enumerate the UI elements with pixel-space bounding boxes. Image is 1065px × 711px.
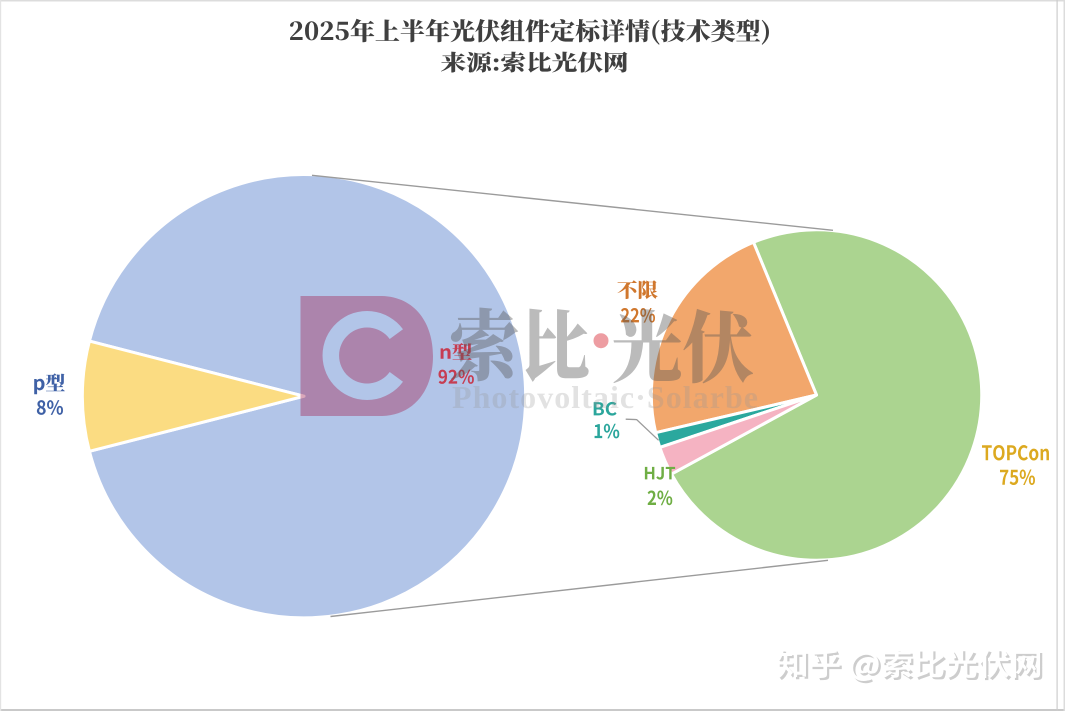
svg-text:Photovoltaic·Solarbe: Photovoltaic·Solarbe xyxy=(452,379,758,415)
